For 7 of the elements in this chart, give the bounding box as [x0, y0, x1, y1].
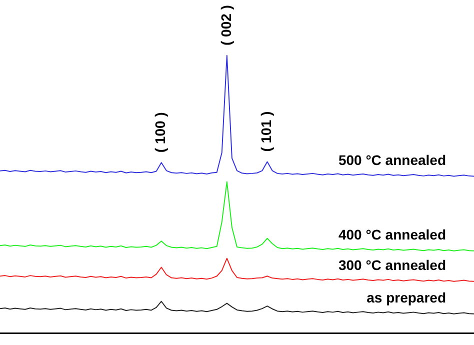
- text: ( 002 ): [218, 5, 234, 46]
- annotation: ( 100 ): [152, 112, 168, 153]
- series-label: as prepared: [366, 290, 446, 306]
- series-label: 500 °C annealed: [338, 152, 446, 168]
- series-label: 400 °C annealed: [338, 226, 446, 243]
- series-label: 300 °C annealed: [338, 257, 446, 274]
- annotation: ( 101 ): [258, 111, 274, 152]
